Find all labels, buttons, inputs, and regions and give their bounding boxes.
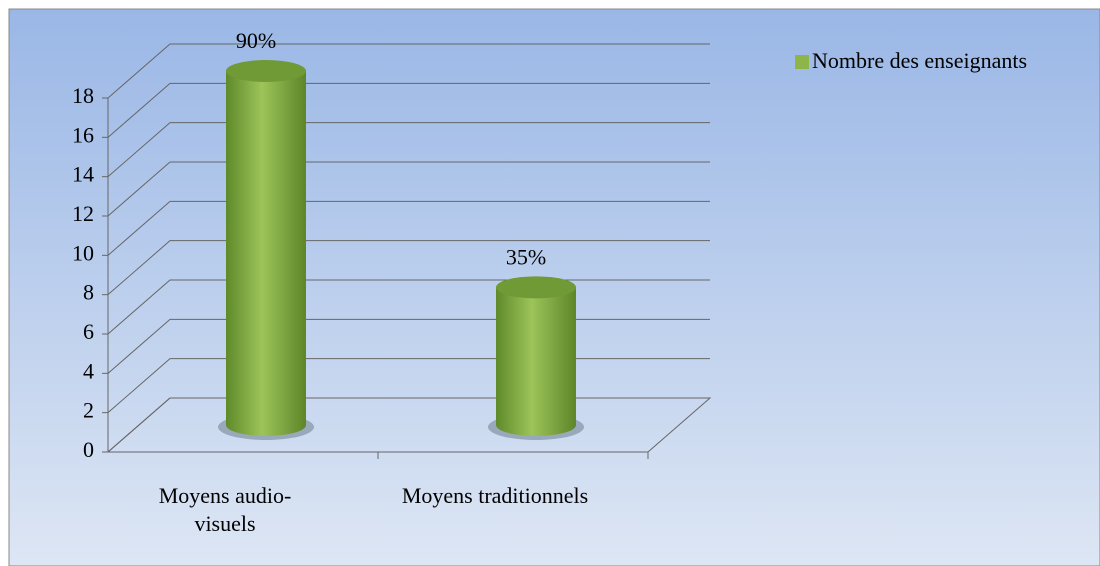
x-tick-label: Moyens audio-visuels [158, 483, 292, 536]
bar [496, 287, 576, 436]
y-tick-label: 16 [72, 122, 94, 147]
grid-line [107, 240, 710, 296]
y-tick-label: 10 [72, 240, 94, 265]
y-tick-label: 2 [83, 398, 94, 423]
x-tick-label: Moyens traditionnels [401, 483, 589, 508]
grid-line [107, 43, 710, 99]
y-tick-label: 8 [83, 280, 94, 305]
y-tick-label: 6 [83, 319, 94, 344]
y-tick-label: 18 [72, 83, 94, 108]
data-label: 35% [506, 244, 546, 269]
legend-label: Nombre des enseignants [812, 48, 1027, 73]
y-tick-label: 4 [83, 358, 94, 383]
grid-line [107, 200, 710, 256]
data-label: 90% [236, 28, 276, 53]
grid-line [107, 122, 710, 178]
bar-top [496, 276, 576, 299]
grid-line [107, 161, 710, 217]
bar [226, 71, 306, 436]
grid-line [107, 82, 710, 138]
y-tick-label: 0 [83, 437, 94, 462]
y-tick-label: 14 [72, 162, 94, 187]
y-tick-label: 12 [72, 201, 94, 226]
bar-top [226, 60, 306, 82]
legend-swatch [795, 55, 809, 69]
